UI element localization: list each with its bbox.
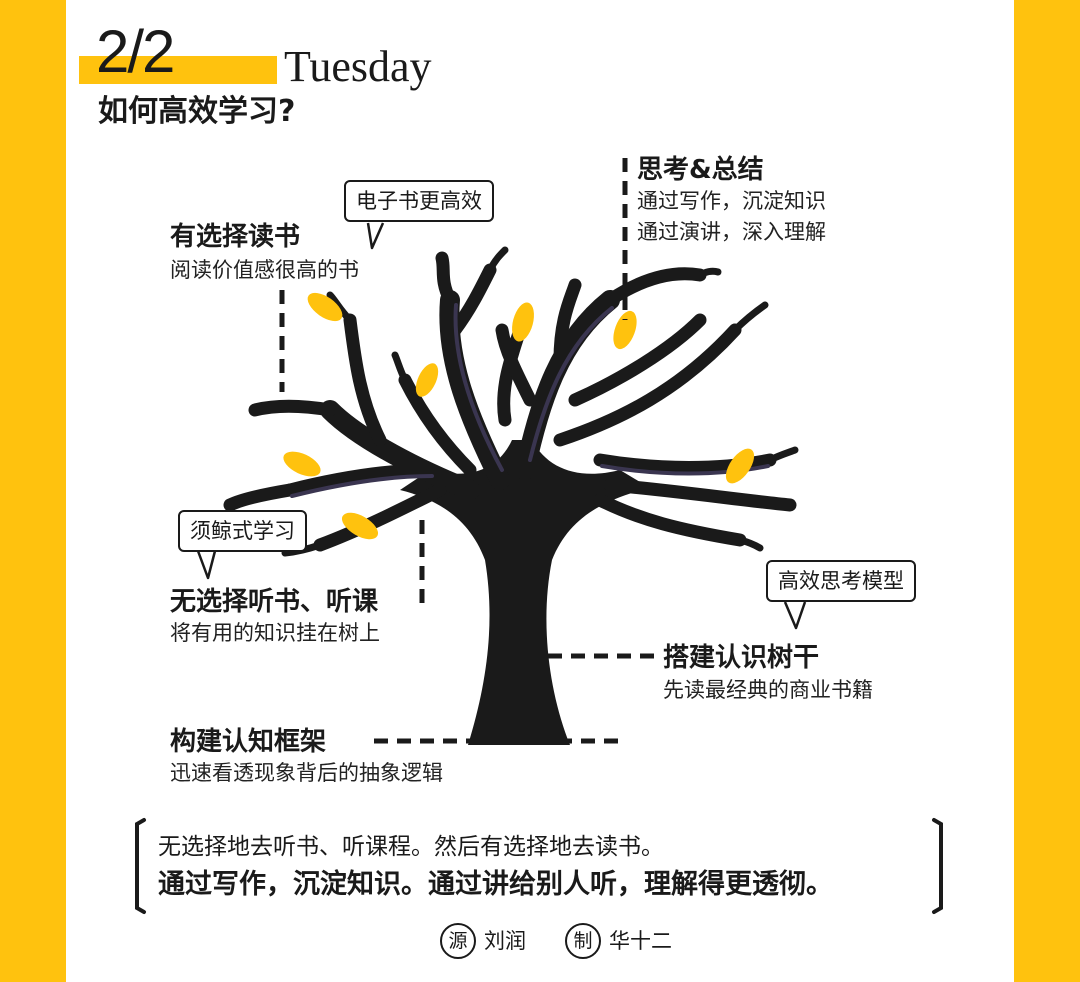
leaf-icons	[283, 292, 755, 540]
maker-name: 华十二	[609, 929, 672, 953]
tree-icon	[223, 246, 799, 745]
bubble-whale-learning: 须鲸式学习	[178, 510, 307, 552]
quote-brackets	[135, 818, 943, 914]
credit-maker: 制 华十二	[565, 923, 672, 959]
heading-non-selective: 无选择听书、听课	[170, 587, 379, 617]
sub-trunk: 先读最经典的商业书籍	[663, 678, 873, 702]
connector-lines	[279, 158, 660, 744]
date-highlight-bar	[79, 56, 277, 84]
bubble-thinking-models: 高效思考模型	[766, 560, 916, 602]
heading-thinking: 思考&总结	[637, 155, 764, 185]
heading-selective-reading: 有选择读书	[170, 222, 301, 252]
bubble-ebook: 电子书更高效	[344, 180, 494, 222]
quote-line-2: 通过写作，沉淀知识。通过讲给别人听，理解得更透彻。	[158, 869, 833, 900]
date-label: 2/2	[96, 18, 175, 85]
sub-non-selective: 将有用的知识挂在树上	[170, 621, 380, 645]
quote-line-1: 无选择地去听书、听课程。然后有选择地去读书。	[158, 834, 664, 860]
weekday-label: Tuesday	[284, 42, 432, 91]
thinking-line-1: 通过写作，沉淀知识	[637, 189, 826, 213]
source-name: 刘润	[484, 929, 526, 953]
maker-badge-icon: 制	[565, 923, 601, 959]
right-yellow-border	[1014, 0, 1080, 982]
thinking-line-2: 通过演讲，深入理解	[637, 220, 826, 244]
sub-framework: 迅速看透现象背后的抽象逻辑	[170, 761, 443, 785]
page-title: 如何高效学习?	[98, 94, 296, 129]
sub-selective-reading: 阅读价值感很高的书	[170, 258, 359, 282]
heading-framework: 构建认知框架	[170, 727, 327, 757]
source-badge-icon: 源	[440, 923, 476, 959]
credit-source: 源 刘润	[440, 923, 526, 959]
left-yellow-border	[0, 0, 66, 982]
heading-trunk: 搭建认识树干	[663, 643, 820, 673]
